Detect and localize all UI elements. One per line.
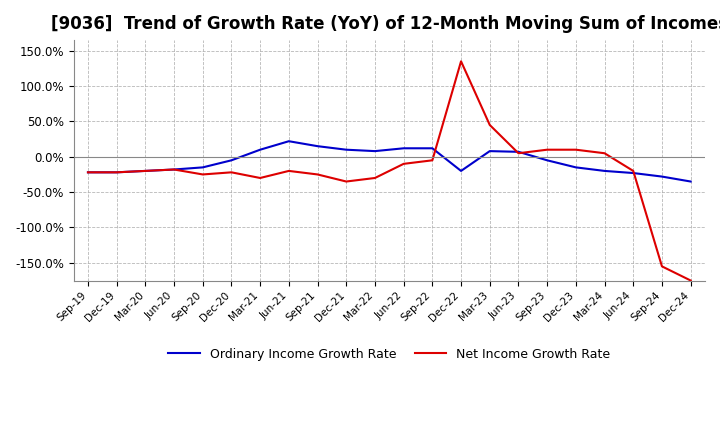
Ordinary Income Growth Rate [371, 148, 379, 154]
Net Income Growth Rate [141, 168, 150, 173]
Net Income Growth Rate [371, 176, 379, 181]
Net Income Growth Rate [629, 168, 638, 173]
Ordinary Income Growth Rate [227, 158, 235, 163]
Ordinary Income Growth Rate [112, 170, 121, 175]
Net Income Growth Rate [199, 172, 207, 177]
Ordinary Income Growth Rate [657, 174, 666, 179]
Title: [9036]  Trend of Growth Rate (YoY) of 12-Month Moving Sum of Incomes: [9036] Trend of Growth Rate (YoY) of 12-… [50, 15, 720, 33]
Net Income Growth Rate [514, 150, 523, 156]
Ordinary Income Growth Rate [485, 148, 494, 154]
Net Income Growth Rate [342, 179, 351, 184]
Net Income Growth Rate [170, 167, 179, 172]
Legend: Ordinary Income Growth Rate, Net Income Growth Rate: Ordinary Income Growth Rate, Net Income … [163, 343, 615, 366]
Net Income Growth Rate [657, 264, 666, 269]
Net Income Growth Rate [686, 278, 695, 283]
Ordinary Income Growth Rate [629, 170, 638, 176]
Ordinary Income Growth Rate [84, 170, 92, 175]
Net Income Growth Rate [284, 168, 293, 173]
Line: Net Income Growth Rate: Net Income Growth Rate [88, 61, 690, 281]
Net Income Growth Rate [112, 170, 121, 175]
Net Income Growth Rate [543, 147, 552, 152]
Ordinary Income Growth Rate [284, 139, 293, 144]
Ordinary Income Growth Rate [686, 179, 695, 184]
Net Income Growth Rate [400, 161, 408, 166]
Net Income Growth Rate [485, 122, 494, 128]
Net Income Growth Rate [600, 150, 609, 156]
Ordinary Income Growth Rate [600, 168, 609, 173]
Ordinary Income Growth Rate [543, 158, 552, 163]
Ordinary Income Growth Rate [572, 165, 580, 170]
Net Income Growth Rate [227, 170, 235, 175]
Ordinary Income Growth Rate [514, 149, 523, 154]
Net Income Growth Rate [313, 172, 322, 177]
Line: Ordinary Income Growth Rate: Ordinary Income Growth Rate [88, 141, 690, 182]
Ordinary Income Growth Rate [141, 168, 150, 173]
Net Income Growth Rate [256, 176, 264, 181]
Ordinary Income Growth Rate [456, 168, 465, 173]
Ordinary Income Growth Rate [256, 147, 264, 152]
Ordinary Income Growth Rate [199, 165, 207, 170]
Net Income Growth Rate [84, 170, 92, 175]
Ordinary Income Growth Rate [428, 146, 436, 151]
Net Income Growth Rate [428, 158, 436, 163]
Ordinary Income Growth Rate [313, 143, 322, 149]
Net Income Growth Rate [572, 147, 580, 152]
Ordinary Income Growth Rate [170, 167, 179, 172]
Net Income Growth Rate [456, 59, 465, 64]
Ordinary Income Growth Rate [400, 146, 408, 151]
Ordinary Income Growth Rate [342, 147, 351, 152]
